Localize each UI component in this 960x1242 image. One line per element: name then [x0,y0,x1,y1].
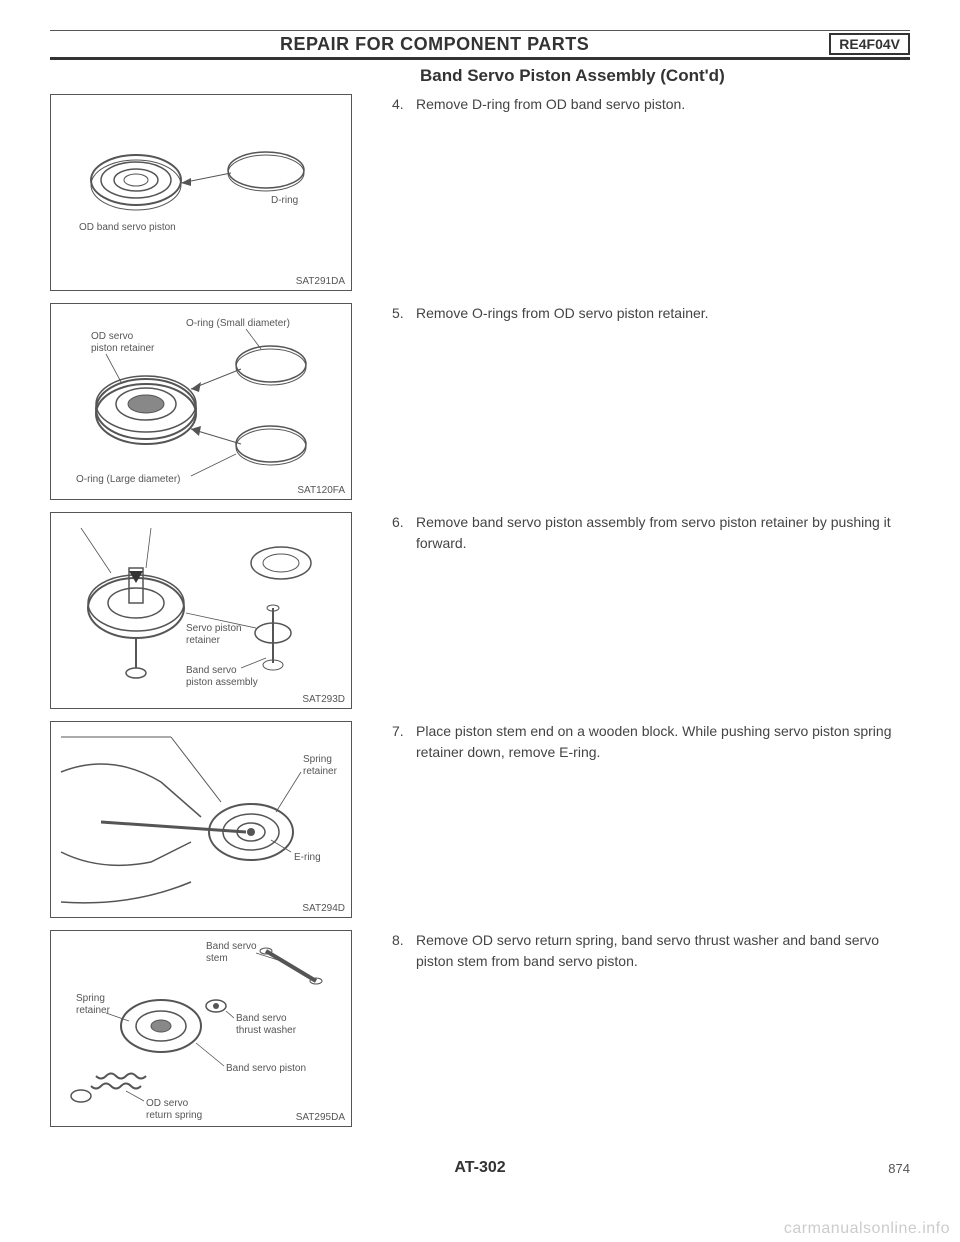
step-text: Place piston stem end on a wooden block.… [416,721,910,763]
label-retainer: OD servo [91,331,134,342]
label-return-spring: OD servo [146,1098,189,1109]
step-8: 8. Remove OD servo return spring, band s… [392,930,910,972]
label-assembly: Band servo [186,665,237,676]
page-header: REPAIR FOR COMPONENT PARTS RE4F04V [50,33,910,60]
figure-caption: SAT293D [302,694,345,705]
figure-caption: SAT291DA [296,276,345,287]
watermark: carmanualsonline.info [784,1220,950,1238]
svg-text:stem: stem [206,953,228,964]
figure-5: Band servo stem Spring retainer Band ser… [50,930,352,1127]
step-num: 6. [392,512,416,554]
svg-text:retainer: retainer [186,635,221,646]
step-num: 7. [392,721,416,763]
svg-text:return spring: return spring [146,1110,202,1121]
step-6: 6. Remove band servo piston assembly fro… [392,512,910,554]
svg-text:piston assembly: piston assembly [186,677,258,688]
figure-2: O-ring (Small diameter) OD servo piston … [50,303,352,500]
label-dring: D-ring [271,195,298,206]
step-text: Remove O-rings from OD servo piston reta… [416,303,910,324]
step-num: 8. [392,930,416,972]
step-text: Remove D-ring from OD band servo piston. [416,94,910,115]
step-text: Remove OD servo return spring, band serv… [416,930,910,972]
label-large-oring: O-ring (Large diameter) [76,474,180,485]
header-code: RE4F04V [829,33,910,55]
step-num: 5. [392,303,416,324]
header-title: REPAIR FOR COMPONENT PARTS [50,34,819,55]
page-number-right: 874 [888,1161,910,1176]
figure-caption: SAT294D [302,903,345,914]
page-footer: AT-302 874 [50,1159,910,1177]
figure-caption: SAT120FA [297,485,345,496]
step-4: 4. Remove D-ring from OD band servo pist… [392,94,910,115]
label-stem: Band servo [206,941,257,952]
section-subheading: Band Servo Piston Assembly (Cont'd) [420,66,910,86]
step-num: 4. [392,94,416,115]
step-7: 7. Place piston stem end on a wooden blo… [392,721,910,763]
svg-text:piston retainer: piston retainer [91,343,155,354]
label-bs-piston: Band servo piston [226,1063,306,1074]
label-piston: OD band servo piston [79,222,176,233]
label-spring-ret: Spring [76,993,105,1004]
step-text: Remove band servo piston assembly from s… [416,512,910,554]
label-spring-retainer: Spring [303,754,332,765]
figure-caption: SAT295DA [296,1112,345,1123]
label-ering: E-ring [294,852,321,863]
label-washer: Band servo [236,1013,287,1024]
figure-4: Spring retainer E-ring SAT294D [50,721,352,918]
label-small-oring: O-ring (Small diameter) [186,318,290,329]
svg-text:thrust washer: thrust washer [236,1025,297,1036]
step-5: 5. Remove O-rings from OD servo piston r… [392,303,910,324]
svg-text:retainer: retainer [76,1005,111,1016]
page-number-center: AT-302 [454,1159,505,1177]
label-servo-retainer: Servo piston [186,623,242,634]
svg-text:retainer: retainer [303,766,338,777]
figure-1: D-ring OD band servo piston SAT291DA [50,94,352,291]
figure-3: Servo piston retainer Band servo piston … [50,512,352,709]
